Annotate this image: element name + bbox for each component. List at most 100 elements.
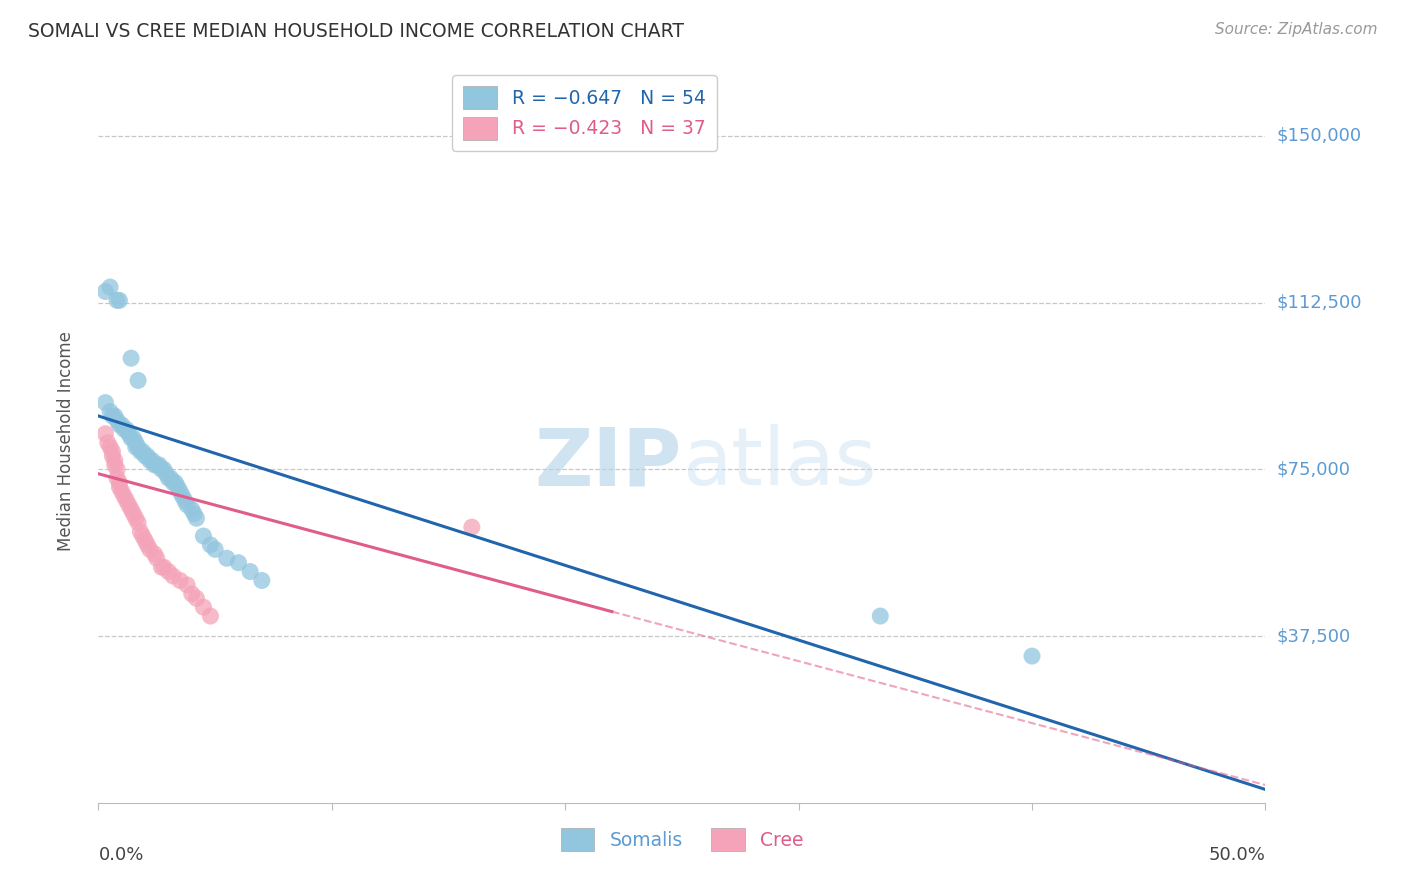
Text: Source: ZipAtlas.com: Source: ZipAtlas.com: [1215, 22, 1378, 37]
Point: [180, 502, 202, 516]
Point: [94, 285, 117, 299]
Point: [98, 280, 121, 294]
Point: [122, 431, 145, 445]
Point: [166, 480, 188, 494]
Text: 50.0%: 50.0%: [1209, 847, 1265, 864]
Point: [136, 449, 159, 463]
Point: [129, 524, 152, 539]
Text: $112,500: $112,500: [1277, 293, 1362, 311]
Point: [139, 453, 162, 467]
Point: [98, 440, 121, 454]
Point: [183, 507, 205, 521]
Point: [869, 609, 891, 624]
Point: [101, 409, 124, 423]
Point: [105, 413, 128, 427]
Point: [148, 458, 170, 472]
Text: atlas: atlas: [682, 425, 876, 502]
Point: [108, 475, 131, 490]
Point: [176, 578, 198, 592]
Point: [105, 471, 128, 485]
Point: [104, 458, 127, 472]
Text: $150,000: $150,000: [1277, 127, 1361, 145]
Text: $37,500: $37,500: [1277, 627, 1351, 645]
Point: [104, 409, 127, 423]
Point: [169, 574, 191, 588]
Point: [120, 502, 142, 516]
Point: [94, 426, 117, 441]
Point: [98, 404, 121, 418]
Point: [108, 293, 131, 308]
Point: [127, 440, 149, 454]
Point: [239, 565, 262, 579]
Point: [461, 520, 484, 534]
Point: [125, 435, 148, 450]
Point: [176, 498, 198, 512]
Point: [159, 471, 181, 485]
Point: [134, 533, 156, 548]
Point: [104, 453, 127, 467]
Point: [112, 489, 135, 503]
Text: ZIP: ZIP: [534, 425, 682, 502]
Point: [146, 458, 169, 472]
Point: [204, 542, 226, 557]
Point: [118, 498, 141, 512]
Point: [162, 569, 184, 583]
Point: [94, 395, 117, 409]
Point: [132, 444, 155, 458]
Point: [101, 449, 124, 463]
Point: [108, 480, 131, 494]
Point: [152, 462, 174, 476]
Point: [155, 467, 177, 481]
Point: [120, 351, 142, 366]
Point: [172, 489, 194, 503]
Point: [169, 484, 191, 499]
Point: [157, 471, 180, 485]
Point: [111, 417, 134, 432]
Point: [134, 449, 156, 463]
Point: [143, 458, 166, 472]
Point: [118, 426, 141, 441]
Y-axis label: Median Household Income: Median Household Income: [56, 332, 75, 551]
Point: [193, 529, 215, 543]
Point: [157, 565, 180, 579]
Point: [122, 507, 145, 521]
Point: [115, 422, 138, 436]
Point: [115, 493, 138, 508]
Point: [120, 431, 142, 445]
Point: [125, 440, 148, 454]
Point: [150, 462, 173, 476]
Point: [108, 417, 131, 432]
Point: [105, 293, 128, 308]
Point: [200, 609, 222, 624]
Point: [112, 422, 135, 436]
Point: [132, 529, 155, 543]
Point: [193, 600, 215, 615]
Point: [111, 484, 134, 499]
Point: [127, 373, 149, 387]
Point: [127, 516, 149, 530]
Point: [139, 542, 162, 557]
Point: [97, 435, 120, 450]
Text: 0.0%: 0.0%: [98, 847, 143, 864]
Point: [152, 560, 174, 574]
Text: SOMALI VS CREE MEDIAN HOUSEHOLD INCOME CORRELATION CHART: SOMALI VS CREE MEDIAN HOUSEHOLD INCOME C…: [28, 22, 685, 41]
Point: [173, 493, 195, 508]
Point: [162, 475, 184, 490]
Point: [105, 462, 128, 476]
Point: [125, 511, 148, 525]
Point: [186, 511, 208, 525]
Point: [129, 444, 152, 458]
Point: [200, 538, 222, 552]
Point: [143, 547, 166, 561]
Point: [215, 551, 238, 566]
Text: $75,000: $75,000: [1277, 460, 1351, 478]
Point: [180, 587, 202, 601]
Point: [101, 444, 124, 458]
Point: [150, 560, 173, 574]
Point: [186, 591, 208, 606]
Point: [141, 453, 163, 467]
Point: [136, 538, 159, 552]
Point: [1021, 649, 1043, 664]
Legend: Somalis, Cree: Somalis, Cree: [553, 821, 811, 858]
Point: [146, 551, 169, 566]
